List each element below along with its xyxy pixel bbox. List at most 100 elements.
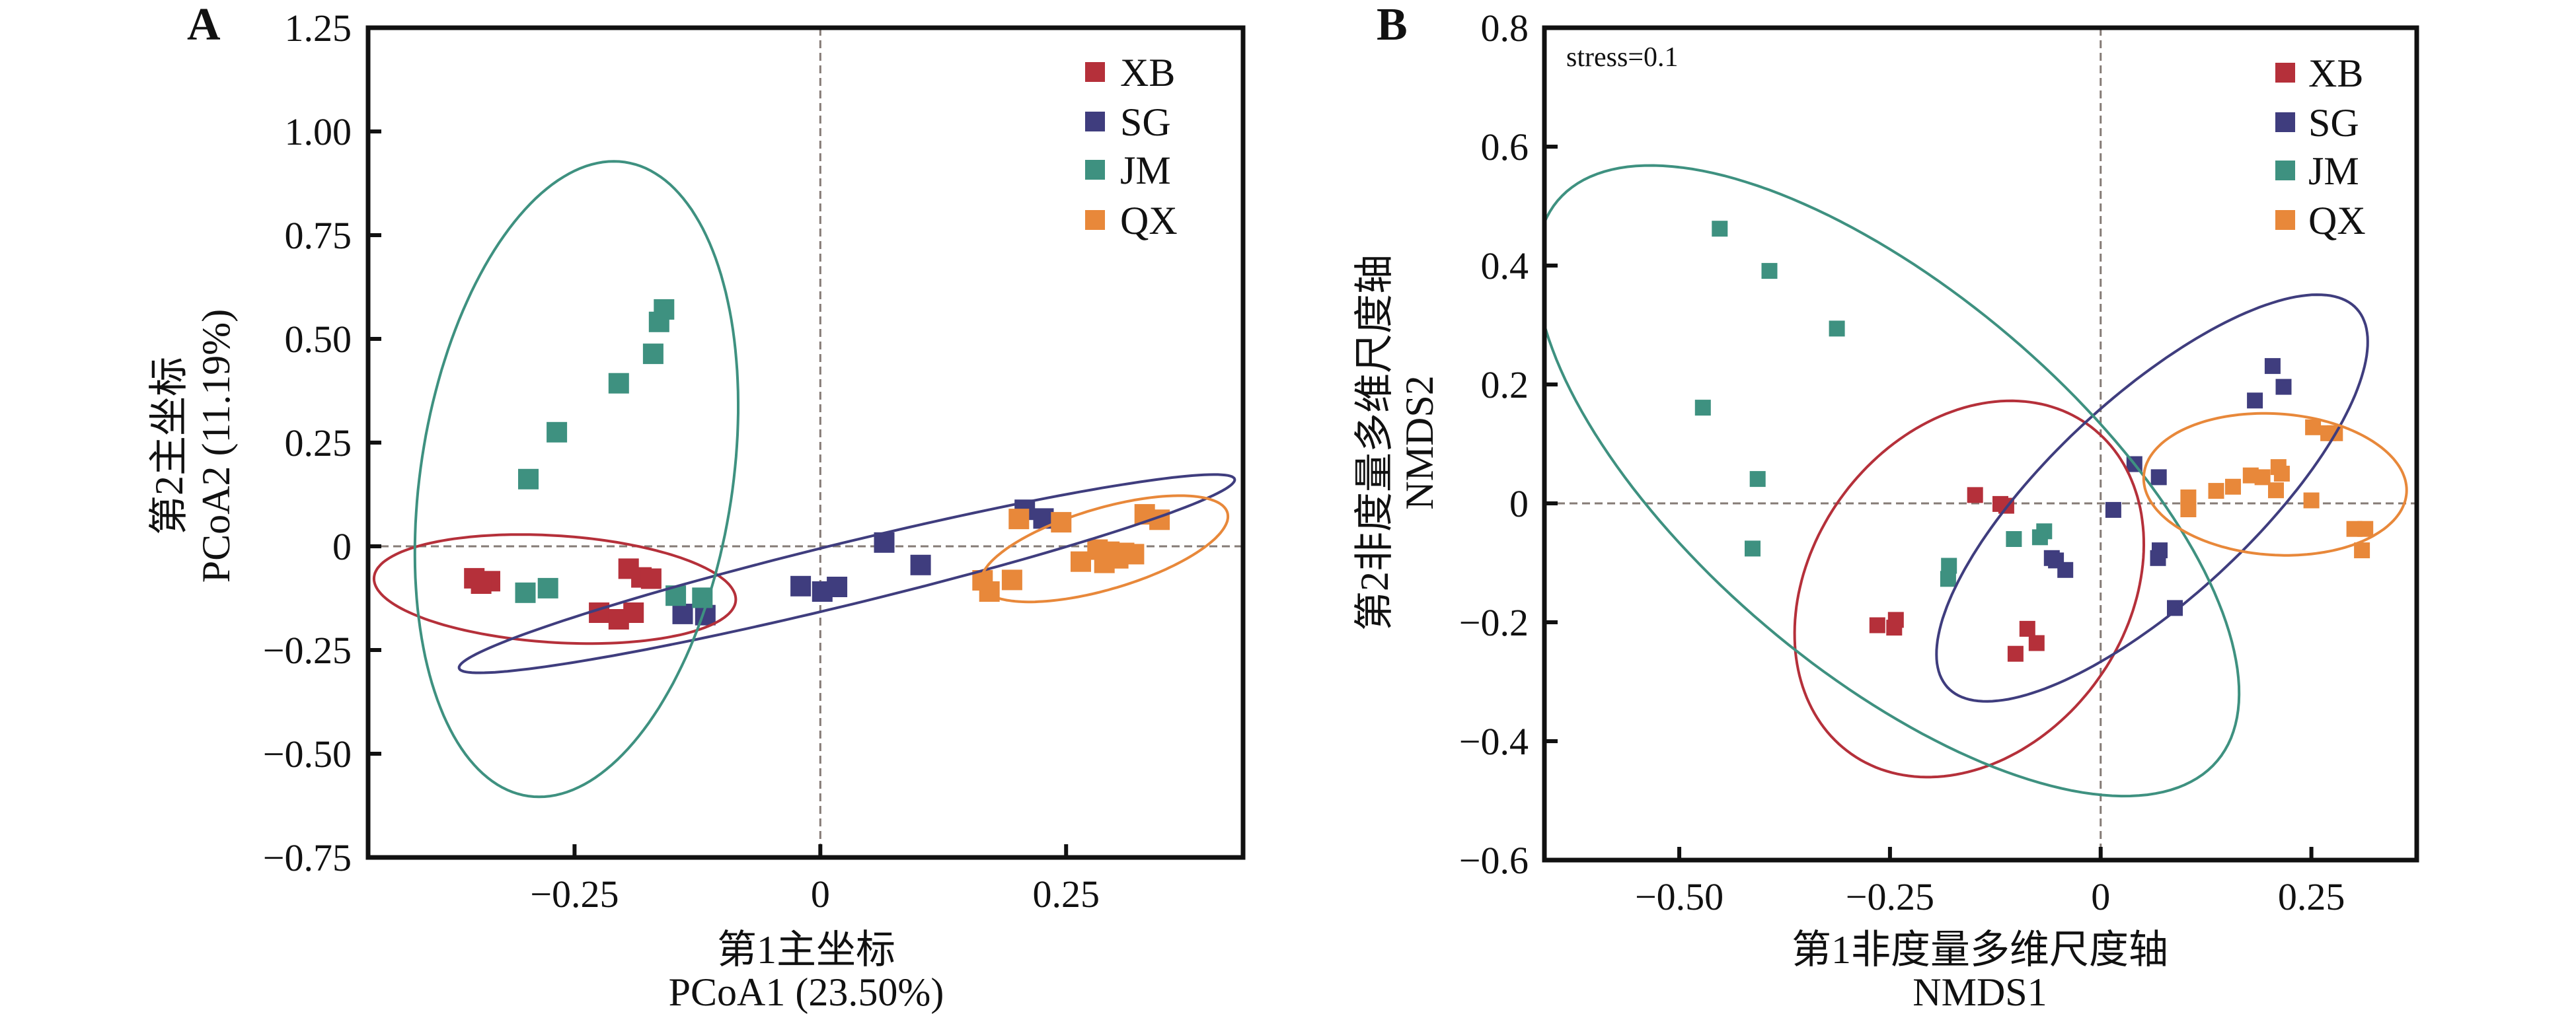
confidence-ellipse-sg: [1935, 293, 2369, 703]
legend-swatch-jm: [1085, 160, 1105, 180]
x-axis-title: PCoA1 (23.50%): [669, 970, 944, 1014]
series-jm: [1694, 221, 2053, 587]
plot-frame: [365, 25, 1246, 860]
stress-annotation: stress=0.1: [1566, 42, 1679, 73]
plot-area: 0.8 0.6 0.4 0.2 0 −0.2 −0.4 −0.6 −0.50 −0.25 0 0.25: [1459, 7, 2419, 918]
legend: XB SG JM QX: [1085, 51, 1178, 242]
data-point-jm: [642, 344, 663, 365]
data-point-xb: [2028, 635, 2045, 651]
legend-label-qx: QX: [1120, 199, 1178, 242]
y-tick-label: −0.2: [1459, 601, 1529, 644]
data-point-sg: [827, 577, 848, 597]
data-point-jm: [1829, 320, 1845, 337]
data-point-xb: [1886, 620, 1903, 636]
data-point-qx: [2354, 542, 2370, 559]
data-point-xb: [2019, 620, 2035, 637]
confidence-ellipse-xb: [1793, 399, 2146, 779]
x-tick-label: 0.25: [2278, 875, 2345, 918]
y-tick-label: 0.50: [285, 318, 352, 361]
legend-label-sg: SG: [1120, 100, 1171, 144]
legend-label-xb: XB: [2308, 52, 2363, 95]
data-point-sg: [2150, 550, 2166, 566]
data-point-jm: [537, 577, 558, 598]
data-point-jm: [518, 468, 539, 489]
data-point-qx: [1108, 548, 1129, 569]
y-axis-title-cn: 第2非度量多维尺度轴: [1353, 254, 1396, 631]
x-tick-label: 0: [2091, 875, 2110, 918]
data-point-jm: [1694, 400, 1711, 416]
plot-area: 1.25 1.00 0.75 0.50 0.25 0 −0.25 −0.50 −0.75 −0.2…: [263, 7, 1246, 916]
series-qx: [2180, 419, 2374, 559]
x-tick-label: 0: [811, 873, 830, 916]
data-point-jm: [1745, 540, 1761, 557]
x-tick-label: −0.50: [1635, 875, 1724, 918]
legend-swatch-jm: [2275, 161, 2295, 180]
data-point-qx: [2268, 482, 2284, 499]
legend-swatch-sg: [2275, 112, 2295, 132]
data-point-qx: [2305, 419, 2322, 435]
series-xb: [1869, 487, 2045, 662]
data-point-qx: [2225, 478, 2241, 495]
x-tick-label: −0.25: [530, 873, 619, 916]
legend: XB SG JM QX: [2275, 52, 2366, 242]
data-point-qx: [2273, 466, 2290, 482]
data-point-xb: [623, 602, 644, 623]
data-point-jm: [515, 582, 536, 603]
plot-content: [1544, 28, 2417, 860]
y-tick-label: 1.00: [285, 110, 352, 153]
series-sg: [672, 499, 1054, 626]
y-tick-label: 0: [1509, 482, 1529, 525]
series-jm: [515, 299, 713, 608]
confidence-ellipse-qx: [979, 494, 1230, 604]
legend-swatch-qx: [2275, 210, 2295, 230]
data-point-jm: [547, 421, 568, 443]
series-sg: [2043, 358, 2292, 616]
data-point-jm: [648, 311, 669, 332]
y-tick-label: −0.4: [1459, 720, 1529, 763]
confidence-ellipse-jm: [1544, 164, 2241, 798]
data-point-jm: [1940, 571, 1956, 587]
y-axis-title: NMDS2: [1398, 375, 1441, 509]
data-point-jm: [2031, 529, 2048, 546]
data-point-qx: [2254, 469, 2271, 486]
data-point-sg: [2247, 392, 2263, 409]
plot-content: [368, 28, 1243, 857]
panel-label: B: [1377, 0, 1408, 50]
confidence-ellipse-qx: [2142, 412, 2408, 557]
data-point-qx: [2303, 492, 2320, 509]
data-point-jm: [2006, 531, 2022, 547]
panel-b-nmds: B 0.80.60.40.20−0.2−0.4−0.6−0.50 −0.25 0 0.…: [1353, 0, 2419, 1014]
y-tick-label: 0: [332, 525, 352, 568]
legend-label-jm: JM: [1120, 149, 1171, 192]
y-tick-label: 1.25: [285, 7, 352, 50]
legend-swatch-sg: [1085, 112, 1105, 131]
x-tick-label: 0.25: [1032, 873, 1100, 916]
panel-a-pcoa: A 1.25 1.00 0.75 0.50 0.25 0 −0.25 −0.50 −0.75 −0…: [147, 0, 1246, 1014]
plot-frame: [1542, 25, 2419, 863]
legend-swatch-qx: [1085, 210, 1105, 230]
x-axis-title: NMDS1: [1913, 970, 2047, 1014]
data-point-qx: [2357, 521, 2374, 537]
confidence-ellipse-sg: [457, 473, 1236, 674]
data-point-qx: [2208, 483, 2224, 499]
data-point-jm: [1761, 263, 1778, 279]
data-point-qx: [1001, 569, 1022, 591]
data-point-jm: [1712, 221, 1728, 237]
data-point-qx: [1008, 509, 1030, 530]
y-tick-label: −0.6: [1459, 839, 1529, 882]
data-point-jm: [1749, 471, 1766, 488]
data-point-sg: [672, 603, 693, 624]
y-tick-label: 0.6: [1481, 126, 1529, 168]
confidence-ellipse-xb: [372, 533, 738, 645]
x-tick-label: −0.25: [1846, 875, 1934, 918]
y-tick-label: 0.8: [1481, 7, 1529, 50]
legend-label-sg: SG: [2308, 101, 2359, 145]
confidence-ellipse-jm: [413, 160, 739, 799]
legend-label-jm: JM: [2308, 149, 2359, 193]
x-axis-title-cn: 第1非度量多维尺度轴: [1792, 928, 2168, 972]
y-tick-label: −0.25: [263, 629, 352, 672]
y-tick-label: 0.75: [285, 214, 352, 257]
data-point-sg: [2275, 379, 2292, 395]
legend-label-xb: XB: [1120, 51, 1175, 94]
